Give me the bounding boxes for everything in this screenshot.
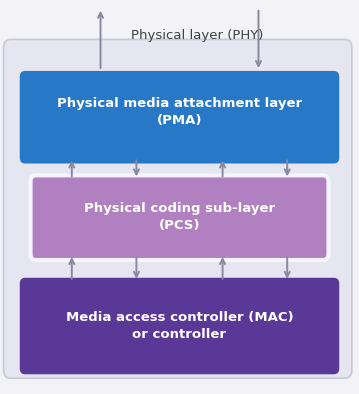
FancyBboxPatch shape <box>20 71 339 164</box>
Text: Physical coding sub-layer
(PCS): Physical coding sub-layer (PCS) <box>84 203 275 232</box>
Text: Physical media attachment layer
(PMA): Physical media attachment layer (PMA) <box>57 97 302 127</box>
Text: Physical layer (PHY): Physical layer (PHY) <box>131 29 264 42</box>
Text: Media access controller (MAC)
or controller: Media access controller (MAC) or control… <box>66 311 293 341</box>
FancyBboxPatch shape <box>4 39 352 378</box>
FancyBboxPatch shape <box>31 175 328 260</box>
FancyBboxPatch shape <box>20 278 339 374</box>
